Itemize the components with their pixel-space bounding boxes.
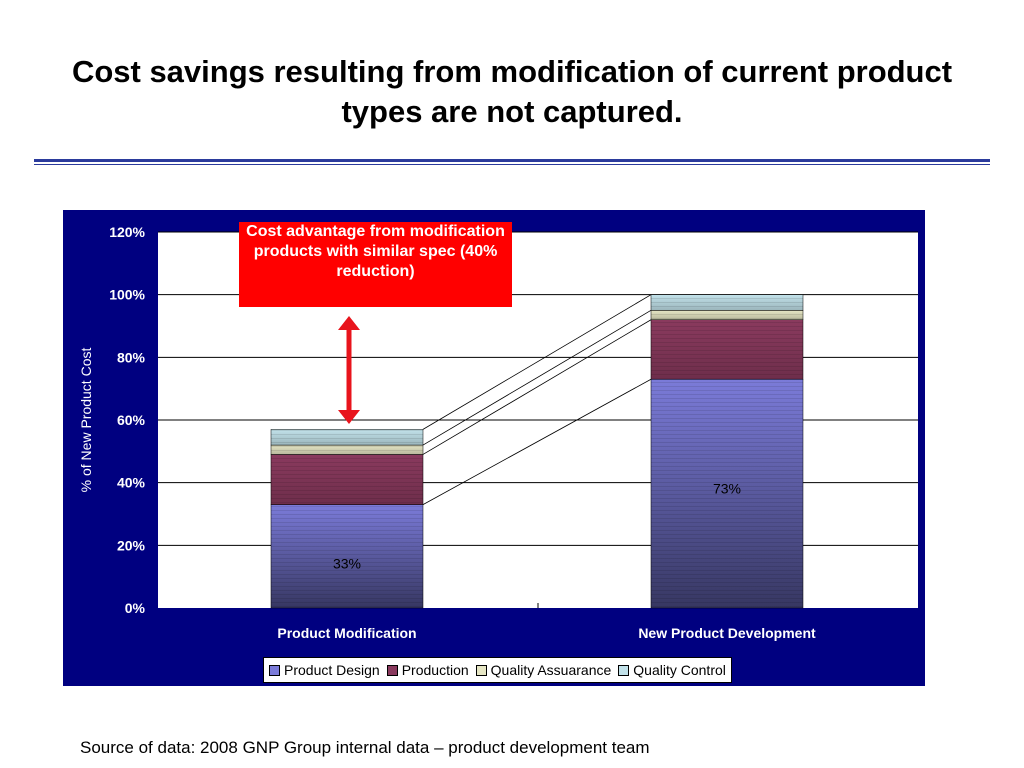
slide-title: Cost savings resulting from modification…: [71, 54, 953, 129]
legend-swatch: [475, 664, 487, 676]
y-tick-label: 100%: [109, 287, 145, 303]
bar-segment-texture: [271, 429, 423, 446]
y-axis-label: % of New Product Cost: [78, 348, 94, 493]
cost-advantage-callout: Cost advantage from modification product…: [239, 222, 512, 307]
chart-legend: Product Design Production Quality Assuaran…: [263, 657, 732, 683]
category-label: Product Modification: [277, 625, 416, 641]
title-rule-thin: [34, 164, 990, 165]
legend-item: Production: [386, 662, 469, 678]
double-arrow-head-down: [338, 410, 360, 424]
legend-item: Product Design: [269, 662, 380, 678]
legend-swatch: [386, 664, 398, 676]
series-connector-line: [422, 378, 652, 505]
series-connector-line: [422, 319, 652, 455]
y-tick-label: 40%: [117, 475, 146, 491]
bar-segment-texture: [651, 319, 803, 380]
legend-item: Quality Assuarance: [475, 662, 612, 678]
bar-segment-texture: [271, 445, 423, 455]
data-label: 73%: [713, 481, 741, 497]
legend-label: Quality Control: [633, 662, 726, 678]
legend-swatch: [618, 664, 630, 676]
legend-swatch: [269, 664, 280, 676]
bar-segment-texture: [651, 379, 803, 608]
bar-segment-texture: [271, 504, 423, 608]
source-note: Source of data: 2008 GNP Group internal …: [80, 738, 650, 757]
y-tick-label: 60%: [117, 412, 146, 428]
bar-segment-texture: [651, 294, 803, 311]
legend-item: Quality Control: [618, 662, 726, 678]
bar-segment-texture: [651, 310, 803, 320]
legend-label: Quality Assuarance: [490, 662, 612, 678]
series-connector-line: [422, 309, 652, 446]
y-tick-label: 120%: [109, 224, 145, 240]
y-tick-label: 80%: [117, 349, 146, 365]
y-tick-label: 0%: [125, 600, 146, 616]
data-label: 33%: [333, 555, 361, 571]
y-tick-label: 20%: [117, 537, 146, 553]
series-connector-line: [422, 294, 652, 430]
category-label: New Product Development: [638, 625, 816, 641]
legend-label: Production: [401, 662, 469, 678]
bar-segment-texture: [271, 454, 423, 505]
legend-label: Product Design: [284, 662, 380, 678]
double-arrow-head-up: [338, 316, 360, 330]
title-rule-thick: [34, 159, 990, 162]
